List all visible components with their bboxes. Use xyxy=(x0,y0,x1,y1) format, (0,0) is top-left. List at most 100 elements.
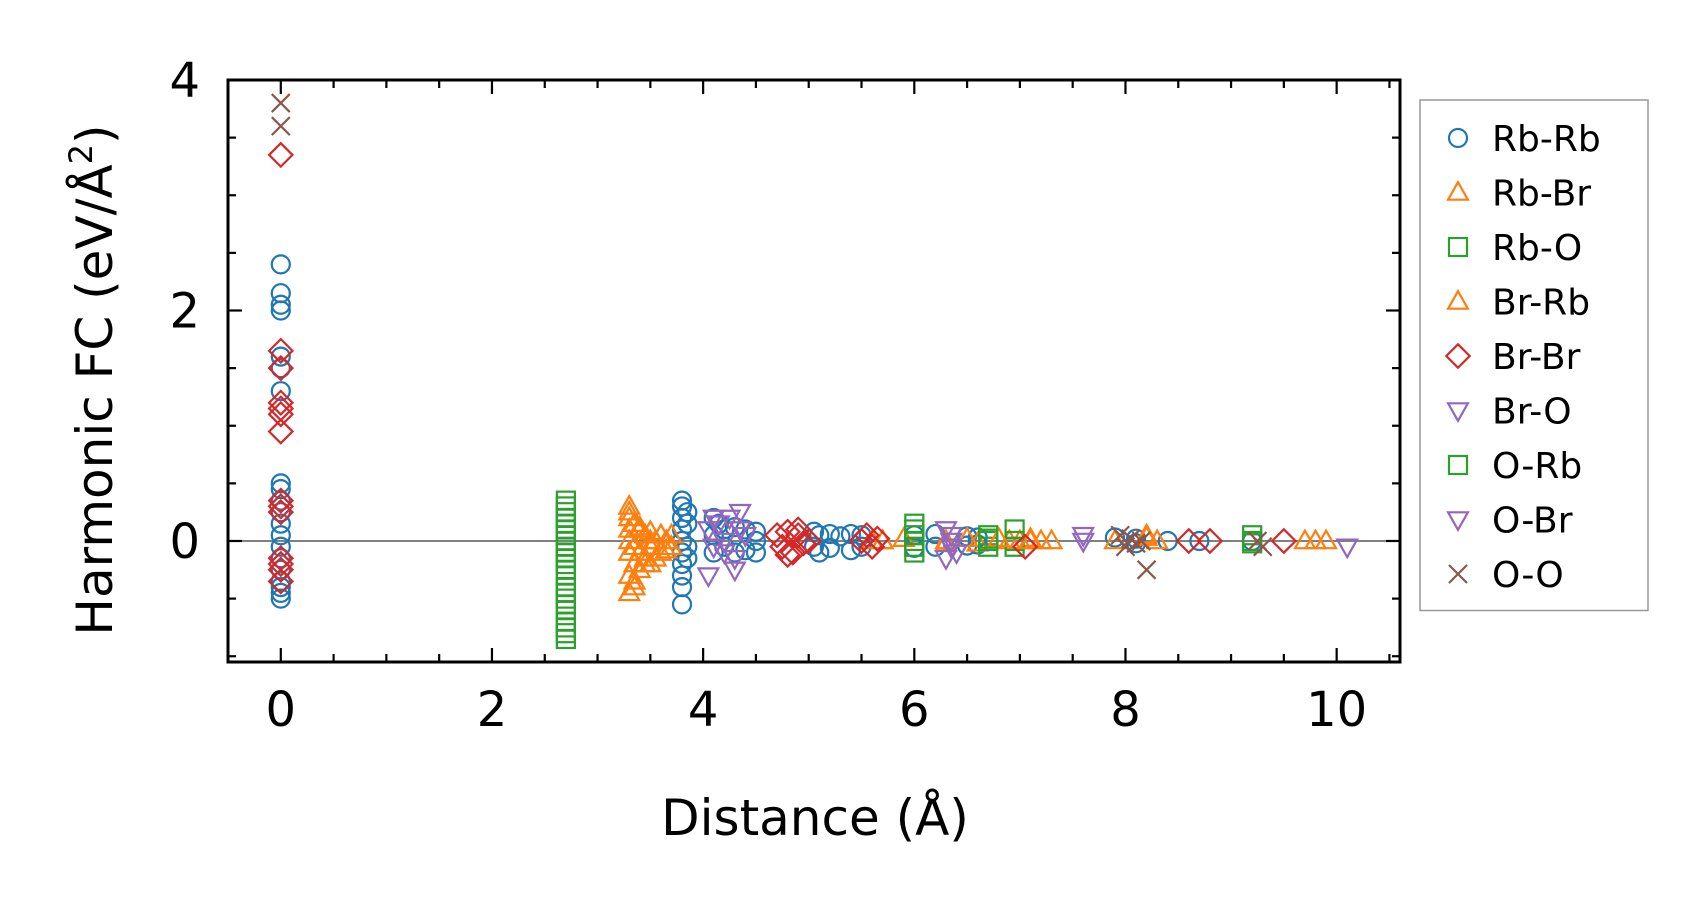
data-point xyxy=(728,503,752,525)
data-point xyxy=(555,513,576,534)
x-tick-label: 0 xyxy=(266,682,297,738)
data-point xyxy=(1004,519,1025,540)
axes: 0 2 4 6 8 10 0 2 4 xyxy=(169,53,1402,738)
data-point xyxy=(555,576,576,598)
data-point xyxy=(723,561,747,583)
data-point xyxy=(1303,528,1328,550)
data-point xyxy=(555,542,576,563)
data-point xyxy=(1335,538,1359,560)
data-point xyxy=(555,490,576,511)
data-point xyxy=(270,381,291,402)
data-point xyxy=(1131,531,1152,551)
data-point xyxy=(1011,533,1039,561)
data-point xyxy=(270,536,291,557)
y-axis-title-close: ) xyxy=(66,124,124,144)
data-point xyxy=(1270,527,1298,555)
data-point xyxy=(1039,528,1064,550)
legend-label: O-O xyxy=(1492,555,1564,596)
data-point xyxy=(617,499,642,521)
data-point xyxy=(654,537,678,559)
data-point xyxy=(638,528,663,550)
data-point xyxy=(270,346,291,367)
legend-label: Br-Rb xyxy=(1492,283,1590,324)
data-point xyxy=(728,521,752,543)
data-point xyxy=(270,525,291,546)
data-point xyxy=(555,519,576,540)
data-point xyxy=(649,539,673,561)
x-tick-label: 6 xyxy=(899,682,930,738)
data-point xyxy=(267,498,295,526)
data-point xyxy=(617,528,642,550)
data-point xyxy=(965,530,990,552)
legend-entry: Rb-Rb xyxy=(1447,119,1601,160)
data-point xyxy=(1242,530,1263,552)
data-point xyxy=(986,526,1011,547)
series-rb-rb xyxy=(270,254,1263,615)
y-tick-label: 0 xyxy=(169,514,200,570)
legend-entry: O-O xyxy=(1448,555,1564,596)
legend-marker xyxy=(1444,342,1472,370)
legend-marker xyxy=(1447,127,1469,149)
data-point xyxy=(270,479,291,500)
data-point xyxy=(270,582,291,603)
data-point xyxy=(1018,528,1043,550)
data-point xyxy=(819,537,840,559)
data-point xyxy=(1252,536,1273,557)
data-point xyxy=(628,557,652,579)
x-tick-label: 2 xyxy=(477,682,508,738)
data-point xyxy=(745,542,767,563)
series-o-o xyxy=(271,93,1273,580)
legend-entry: Br-Br xyxy=(1444,337,1581,378)
plot-area xyxy=(228,93,1400,650)
legend-entry: O-Rb xyxy=(1447,446,1582,487)
data-point xyxy=(1071,526,1096,548)
axes-frame xyxy=(226,78,1402,664)
data-point xyxy=(1293,528,1317,550)
data-point xyxy=(654,528,678,550)
legend-label: Rb-Br xyxy=(1492,174,1591,215)
data-point xyxy=(628,514,652,536)
legend-entry: O-Br xyxy=(1446,501,1573,542)
data-point xyxy=(1175,527,1203,555)
legend-entry: Br-Rb xyxy=(1446,283,1590,324)
data-point xyxy=(270,294,291,315)
data-point xyxy=(555,559,576,580)
legend-entry: Rb-Br xyxy=(1446,174,1591,215)
data-point xyxy=(1189,530,1210,552)
data-point xyxy=(978,528,999,549)
data-point xyxy=(701,509,726,531)
legend-label: O-Rb xyxy=(1492,446,1582,487)
data-point xyxy=(270,588,291,609)
legend-box xyxy=(1419,99,1649,612)
legend-label: Br-O xyxy=(1492,392,1572,433)
data-point xyxy=(1314,528,1338,550)
data-point xyxy=(1145,528,1169,550)
data-point xyxy=(774,541,801,569)
y-axis-title: Harmonic FC (eV/Å2) xyxy=(62,124,124,635)
data-point xyxy=(1196,527,1224,555)
data-point xyxy=(555,507,576,529)
data-point xyxy=(649,522,673,544)
series-o-br xyxy=(696,509,1359,589)
data-point xyxy=(904,513,925,534)
data-point xyxy=(617,493,642,515)
data-point xyxy=(677,513,698,534)
data-point xyxy=(934,549,958,571)
data-point xyxy=(633,551,657,573)
data-point xyxy=(270,548,291,569)
data-point xyxy=(270,254,291,275)
data-point xyxy=(939,526,964,548)
data-point xyxy=(677,548,698,569)
data-point xyxy=(555,548,576,569)
data-point xyxy=(858,533,886,561)
data-point xyxy=(723,549,747,571)
data-point xyxy=(267,487,295,514)
data-point xyxy=(267,568,295,595)
y-axis-title-superscript: 2 xyxy=(62,144,100,164)
legend-marker xyxy=(1446,288,1470,310)
data-point xyxy=(270,490,291,511)
data-point xyxy=(555,600,576,621)
data-point xyxy=(270,502,291,523)
data-point xyxy=(617,505,642,527)
legend-label: O-Br xyxy=(1492,501,1573,542)
